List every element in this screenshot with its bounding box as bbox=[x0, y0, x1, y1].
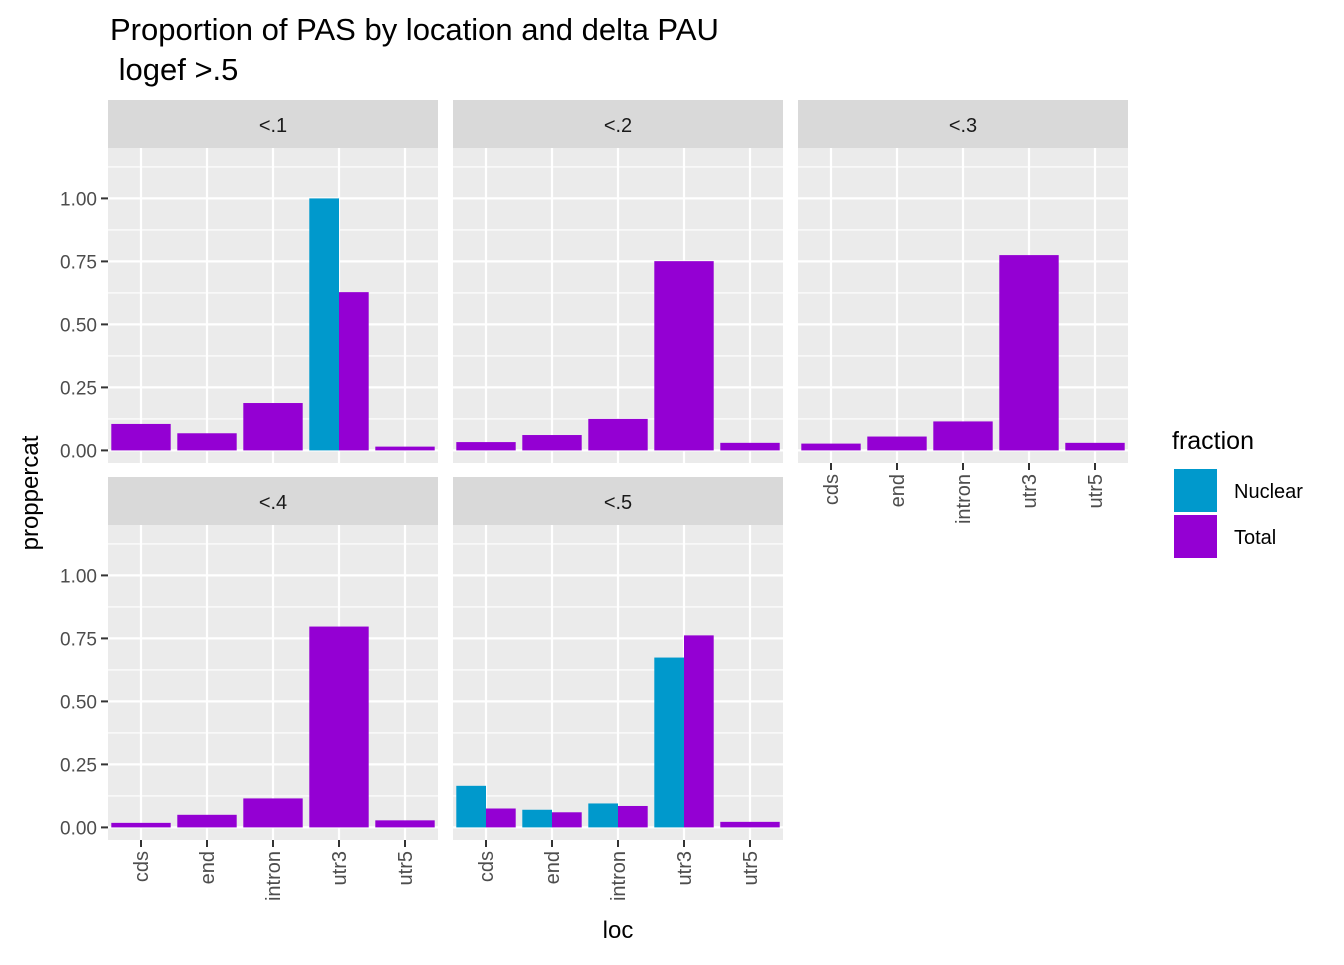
bar-utr3-total bbox=[654, 261, 714, 451]
x-tick-label-utr5: utr5 bbox=[740, 851, 762, 885]
bar-utr5-total bbox=[375, 820, 435, 828]
bar-end-total bbox=[522, 435, 582, 451]
facet-strip-label: <.2 bbox=[604, 115, 632, 137]
legend-label-nuclear: Nuclear bbox=[1234, 481, 1303, 503]
bar-intron-total bbox=[243, 403, 303, 451]
bar-cds-total bbox=[456, 442, 516, 451]
x-tick-label-utr5: utr5 bbox=[1085, 474, 1107, 508]
x-tick-label-end: end bbox=[887, 474, 909, 507]
bar-intron-nuclear bbox=[588, 803, 618, 828]
bar-end-total bbox=[177, 433, 237, 451]
facet-panel: <.1 bbox=[108, 100, 438, 463]
chart-title-line-1: Proportion of PAS by location and delta … bbox=[110, 12, 719, 47]
bar-utr3-total bbox=[309, 626, 369, 828]
x-tick-label-intron: intron bbox=[263, 851, 285, 901]
x-tick-label-cds: cds bbox=[821, 474, 843, 505]
x-tick-label-cds: cds bbox=[476, 851, 498, 882]
y-tick-label: 0.25 bbox=[60, 755, 97, 776]
bar-end-nuclear bbox=[522, 809, 552, 828]
x-tick-label-utr3: utr3 bbox=[674, 851, 696, 885]
y-tick-label: 1.00 bbox=[60, 189, 97, 210]
bar-utr3-total bbox=[999, 255, 1059, 451]
bar-intron-total bbox=[618, 805, 648, 828]
bar-intron-total bbox=[243, 798, 303, 828]
y-tick-label: 0.50 bbox=[60, 692, 97, 713]
bar-cds-total bbox=[801, 443, 861, 451]
x-tick-label-utr3: utr3 bbox=[329, 851, 351, 885]
facet-panel: <.3 bbox=[798, 100, 1128, 463]
facet-panel: <.2 bbox=[453, 100, 783, 463]
facet-strip-label: <.1 bbox=[259, 115, 287, 137]
facet-strip bbox=[453, 100, 783, 148]
facet-strip bbox=[108, 477, 438, 525]
chart-title-line-2: logef >.5 bbox=[110, 52, 238, 87]
y-axis-title: proppercat bbox=[17, 435, 44, 550]
bar-utr3-total bbox=[339, 292, 369, 451]
x-tick-label-cds: cds bbox=[131, 851, 153, 882]
legend-label-total: Total bbox=[1234, 527, 1276, 549]
bar-utr3-total bbox=[684, 635, 714, 828]
bar-cds-total bbox=[111, 423, 171, 451]
x-tick-label-utr3: utr3 bbox=[1019, 474, 1041, 508]
bar-utr5-total bbox=[720, 442, 780, 451]
x-tick-label-utr5: utr5 bbox=[395, 851, 417, 885]
y-tick-label: 0.75 bbox=[60, 629, 97, 650]
x-tick-label-intron: intron bbox=[953, 474, 975, 524]
y-tick-label: 0.25 bbox=[60, 378, 97, 399]
facet-strip-label: <.4 bbox=[259, 492, 287, 514]
y-tick-label: 1.00 bbox=[60, 566, 97, 587]
bar-utr5-total bbox=[720, 821, 780, 828]
x-tick-label-intron: intron bbox=[608, 851, 630, 901]
bar-intron-total bbox=[933, 421, 993, 451]
bar-end-total bbox=[867, 436, 927, 451]
legend-key-total bbox=[1174, 515, 1217, 558]
facet-panel: <.4 bbox=[108, 477, 438, 840]
bar-cds-total bbox=[111, 822, 171, 828]
legend-title: fraction bbox=[1172, 427, 1254, 455]
y-tick-label: 0.00 bbox=[60, 441, 97, 462]
bar-end-total bbox=[177, 814, 237, 828]
y-tick-label: 0.50 bbox=[60, 315, 97, 336]
facet-strip bbox=[108, 100, 438, 148]
bar-utr5-total bbox=[375, 446, 435, 451]
facet-strip-label: <.5 bbox=[604, 492, 632, 514]
bar-utr3-nuclear bbox=[654, 657, 684, 828]
facet-strip bbox=[798, 100, 1128, 148]
bar-cds-nuclear bbox=[456, 785, 486, 828]
bar-intron-total bbox=[588, 418, 648, 451]
x-axis-title: loc bbox=[603, 917, 634, 944]
facet-strip-label: <.3 bbox=[949, 115, 977, 137]
facet-panel: <.5 bbox=[453, 477, 783, 840]
legend-key-nuclear bbox=[1174, 469, 1217, 512]
x-tick-label-end: end bbox=[197, 851, 219, 884]
bar-end-total bbox=[552, 812, 582, 828]
y-tick-label: 0.00 bbox=[60, 818, 97, 839]
bar-utr5-total bbox=[1065, 442, 1125, 451]
bar-cds-total bbox=[486, 808, 516, 828]
facet-strip bbox=[453, 477, 783, 525]
bar-utr3-nuclear bbox=[309, 198, 339, 451]
x-tick-label-end: end bbox=[542, 851, 564, 884]
y-tick-label: 0.75 bbox=[60, 252, 97, 273]
